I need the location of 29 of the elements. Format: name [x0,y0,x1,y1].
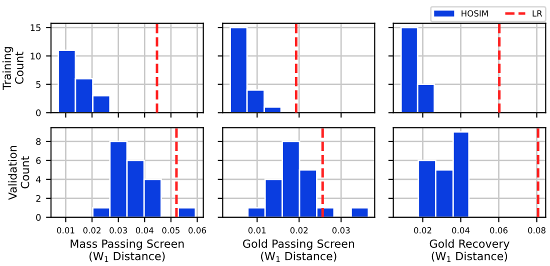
x-tick-label: 0.03 [110,227,127,234]
y-tick-label: 2 [36,195,40,202]
y-tick-label: 4 [36,176,41,183]
y-tick-label: 6 [36,157,41,164]
x-tick-label: 0.05 [162,227,180,234]
y-axis-title: Training Count [2,47,24,90]
y-tick-label: 0 [36,109,41,116]
x-tick-label: 0.03 [332,227,350,234]
x-tick-label: 0.04 [136,227,154,234]
y-tick-label: 15 [30,24,40,32]
x-tick-label: 0.02 [83,227,100,234]
y-tick-label: 5 [36,81,40,88]
y-tick-label: 0 [36,214,41,221]
x-tick-label: 0.06 [490,227,508,234]
x-tick-label: 0.04 [452,227,470,234]
x-axis-title: Gold Passing Screen (W$_{1}$ Distance) [243,239,354,262]
legend-label: LR [532,10,542,16]
x-axis-title: Gold Recovery (W$_{1}$ Distance) [430,239,510,262]
x-tick-label: 0.01 [248,227,266,234]
x-tick-label: 0.06 [188,227,206,234]
y-tick-label: 10 [30,52,41,60]
y-axis-title: Validation Count [8,146,30,200]
legend-label: HOSIM [462,10,488,17]
x-tick-label: 0.08 [528,227,546,234]
x-tick-label: 0.02 [290,227,308,234]
y-tick-label: 8 [36,138,41,146]
x-tick-label: 0.02 [414,227,432,234]
x-axis-title: Mass Passing Screen (W$_{1}$ Distance) [70,239,184,262]
x-tick-label: 0.01 [57,227,74,234]
